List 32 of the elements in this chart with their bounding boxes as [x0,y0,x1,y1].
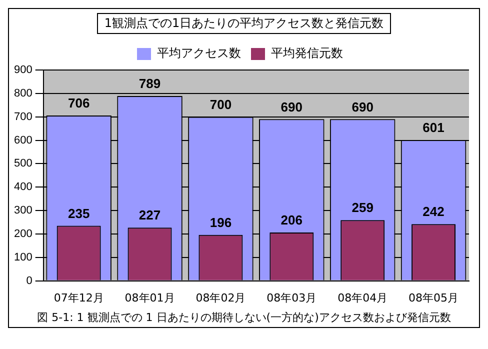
data-label: 206 [280,212,302,228]
data-label: 601 [422,120,444,136]
y-tick-label: 600 [14,134,32,146]
y-tick-label: 400 [14,181,32,194]
legend-label: 平均発信元数 [271,46,343,60]
x-tick-label: 08年04月 [338,291,388,304]
data-label: 196 [210,214,232,230]
data-label: 789 [138,76,161,92]
data-label: 227 [138,208,161,223]
y-tick-label: 0 [26,274,32,287]
legend-label: 平均アクセス数 [157,46,241,60]
y-tick-label: 100 [14,251,32,264]
data-label: 706 [68,96,90,111]
data-label: 235 [68,206,90,221]
data-label: 242 [422,204,444,220]
caption: 図 5-1: 1 観測点での 1 日あたりの期待しない(一方的な)アクセス数および発信元数 [36,310,452,325]
x-tick-label: 08年05月 [408,291,459,304]
y-tick-label: 800 [14,87,32,100]
data-label: 690 [352,99,374,114]
y-tick-label: 200 [14,228,32,240]
x-tick-label: 07年12月 [54,291,104,304]
x-tick-label: 08年03月 [266,291,317,304]
x-tick-label: 08年01月 [124,291,175,304]
y-tick-label: 500 [14,158,32,170]
y-tick-label: 300 [14,204,32,217]
data-label: 700 [210,96,232,112]
data-label: 690 [280,99,302,114]
chart-title: 1観測点での1日あたりの平均アクセス数と発信元数 [97,13,391,34]
data-label: 259 [352,200,374,216]
y-tick-label: 700 [14,110,32,123]
x-tick-label: 08年02月 [196,291,246,304]
y-tick-label: 900 [14,64,32,76]
